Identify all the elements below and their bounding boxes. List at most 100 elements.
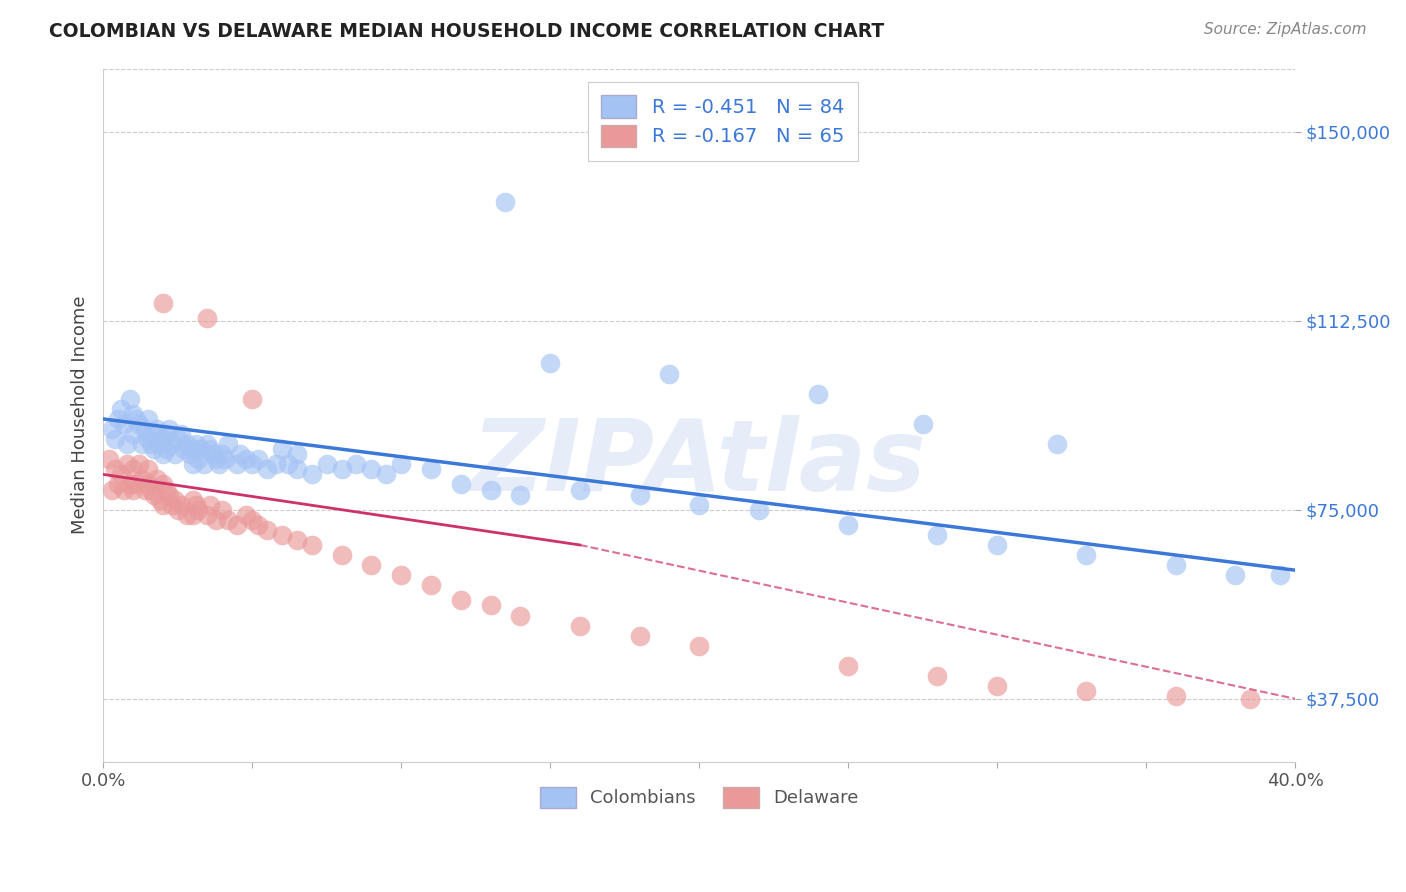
Point bbox=[389, 458, 412, 472]
Point bbox=[226, 458, 249, 472]
Point bbox=[152, 447, 174, 461]
Point bbox=[118, 392, 141, 406]
Point bbox=[101, 483, 124, 497]
Point bbox=[166, 432, 188, 446]
Point bbox=[344, 458, 367, 472]
Point bbox=[240, 513, 263, 527]
Point bbox=[247, 517, 270, 532]
Point bbox=[187, 502, 209, 516]
Point bbox=[128, 458, 150, 472]
Point bbox=[450, 477, 472, 491]
Point bbox=[181, 442, 204, 457]
Point bbox=[112, 483, 135, 497]
Point bbox=[145, 422, 167, 436]
Point bbox=[152, 432, 174, 446]
Point bbox=[568, 483, 591, 497]
Point bbox=[1239, 691, 1261, 706]
Point bbox=[419, 462, 441, 476]
Point bbox=[139, 427, 162, 442]
Point bbox=[176, 508, 198, 522]
Point bbox=[247, 452, 270, 467]
Point bbox=[200, 498, 222, 512]
Point bbox=[285, 447, 308, 461]
Point bbox=[181, 508, 204, 522]
Point bbox=[256, 523, 278, 537]
Point bbox=[235, 452, 257, 467]
Point bbox=[256, 462, 278, 476]
Point bbox=[986, 679, 1008, 693]
Point bbox=[226, 517, 249, 532]
Point bbox=[1164, 558, 1187, 573]
Point bbox=[538, 356, 561, 370]
Point bbox=[157, 487, 180, 501]
Point bbox=[166, 502, 188, 516]
Point bbox=[509, 608, 531, 623]
Point bbox=[240, 392, 263, 406]
Point bbox=[837, 517, 859, 532]
Point bbox=[375, 467, 398, 482]
Point bbox=[688, 498, 710, 512]
Point bbox=[419, 578, 441, 592]
Point bbox=[807, 386, 830, 401]
Point bbox=[173, 442, 195, 457]
Point bbox=[330, 548, 353, 562]
Point bbox=[1076, 684, 1098, 698]
Point bbox=[131, 472, 153, 486]
Point bbox=[122, 462, 145, 476]
Point bbox=[479, 599, 502, 613]
Point bbox=[240, 458, 263, 472]
Point bbox=[145, 472, 167, 486]
Point bbox=[1164, 690, 1187, 704]
Point bbox=[176, 437, 198, 451]
Text: COLOMBIAN VS DELAWARE MEDIAN HOUSEHOLD INCOME CORRELATION CHART: COLOMBIAN VS DELAWARE MEDIAN HOUSEHOLD I… bbox=[49, 22, 884, 41]
Point bbox=[197, 437, 219, 451]
Point bbox=[149, 437, 172, 451]
Point bbox=[217, 437, 239, 451]
Point bbox=[658, 367, 681, 381]
Point bbox=[169, 427, 191, 442]
Point bbox=[184, 437, 207, 451]
Text: Source: ZipAtlas.com: Source: ZipAtlas.com bbox=[1204, 22, 1367, 37]
Point bbox=[927, 669, 949, 683]
Point bbox=[628, 629, 651, 643]
Point bbox=[139, 483, 162, 497]
Point bbox=[202, 447, 225, 461]
Text: ZIPAtlas: ZIPAtlas bbox=[472, 415, 927, 512]
Point bbox=[208, 458, 231, 472]
Point bbox=[125, 477, 148, 491]
Point bbox=[139, 437, 162, 451]
Point bbox=[285, 533, 308, 547]
Point bbox=[122, 483, 145, 497]
Point bbox=[1076, 548, 1098, 562]
Point bbox=[229, 447, 252, 461]
Point bbox=[211, 502, 233, 516]
Point bbox=[568, 618, 591, 632]
Point bbox=[136, 462, 159, 476]
Point bbox=[163, 447, 186, 461]
Point bbox=[187, 452, 209, 467]
Point bbox=[112, 417, 135, 431]
Point bbox=[285, 462, 308, 476]
Point bbox=[837, 659, 859, 673]
Point bbox=[122, 427, 145, 442]
Legend: Colombians, Delaware: Colombians, Delaware bbox=[533, 780, 866, 815]
Point bbox=[301, 538, 323, 552]
Point bbox=[110, 467, 132, 482]
Point bbox=[214, 452, 236, 467]
Point bbox=[169, 498, 191, 512]
Point bbox=[509, 487, 531, 501]
Point bbox=[152, 498, 174, 512]
Point bbox=[315, 458, 337, 472]
Point bbox=[125, 412, 148, 426]
Point bbox=[688, 639, 710, 653]
Point bbox=[104, 432, 127, 446]
Point bbox=[160, 498, 183, 512]
Point bbox=[193, 458, 215, 472]
Point bbox=[181, 458, 204, 472]
Point bbox=[152, 477, 174, 491]
Point bbox=[136, 412, 159, 426]
Point bbox=[107, 412, 129, 426]
Point bbox=[181, 492, 204, 507]
Point bbox=[235, 508, 257, 522]
Point bbox=[190, 442, 212, 457]
